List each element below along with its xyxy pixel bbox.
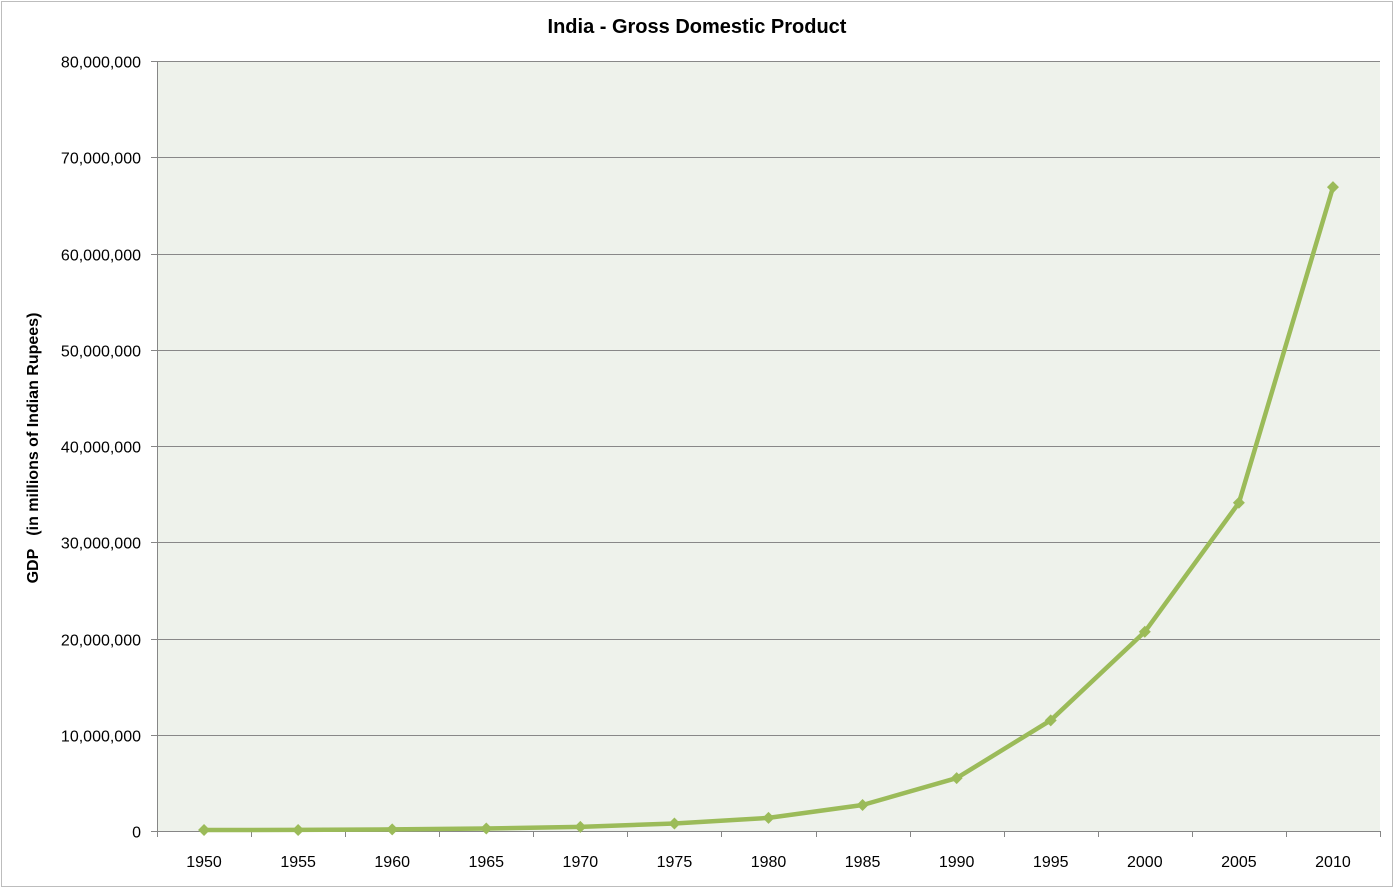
x-tick-label: 1955 (280, 854, 316, 871)
data-point-marker (198, 824, 211, 837)
data-point-marker (1326, 181, 1339, 194)
x-axis-tick-labels: 1950 1955 1960 1965 1970 1975 1980 1985 1990 1995… (186, 854, 1351, 871)
x-tick-label: 2005 (1221, 854, 1257, 871)
y-tick-label: 70,000,000 (61, 151, 141, 168)
y-tick-label: 80,000,000 (61, 55, 141, 72)
data-point-marker (950, 772, 963, 785)
x-tick-label: 1970 (563, 854, 599, 871)
y-tick-label: 10,000,000 (61, 729, 141, 746)
x-tick-label: 1950 (186, 854, 222, 871)
data-point-marker (292, 823, 305, 836)
y-tick-label: 40,000,000 (61, 440, 141, 457)
data-point-marker (386, 823, 399, 836)
data-point-marker (574, 820, 587, 833)
y-tick-label: 30,000,000 (61, 536, 141, 553)
y-tick-label: 20,000,000 (61, 633, 141, 650)
x-tick-label: 2000 (1127, 854, 1163, 871)
x-tick-label: 1965 (468, 854, 504, 871)
data-point-marker (668, 817, 681, 830)
x-tick-label: 1995 (1033, 854, 1069, 871)
data-point-marker (1232, 496, 1245, 509)
y-tick-label: 0 (132, 825, 141, 842)
data-point-marker (1138, 625, 1151, 638)
data-point-marker (762, 811, 775, 824)
x-tick-label: 1960 (374, 854, 410, 871)
x-tick-label: 1985 (845, 854, 881, 871)
gridlines (151, 61, 1380, 832)
x-tick-label: 1990 (939, 854, 975, 871)
series-layer (198, 181, 1339, 837)
y-axis-tick-labels: 0 10,000,000 20,000,000 30,000,000 40,000,00… (61, 55, 141, 842)
y-tick-label: 50,000,000 (61, 344, 141, 361)
data-point-marker (1044, 714, 1057, 727)
x-tick-label: 2010 (1315, 854, 1351, 871)
data-point-marker (480, 822, 493, 835)
y-axis-label: GDP (in millions of Indian Rupees) (25, 313, 42, 584)
chart-title: India - Gross Domestic Product (548, 16, 847, 38)
x-tick-label: 1975 (657, 854, 693, 871)
data-point-marker (856, 799, 869, 812)
x-tick-label: 1980 (751, 854, 787, 871)
y-tick-label: 60,000,000 (61, 248, 141, 265)
